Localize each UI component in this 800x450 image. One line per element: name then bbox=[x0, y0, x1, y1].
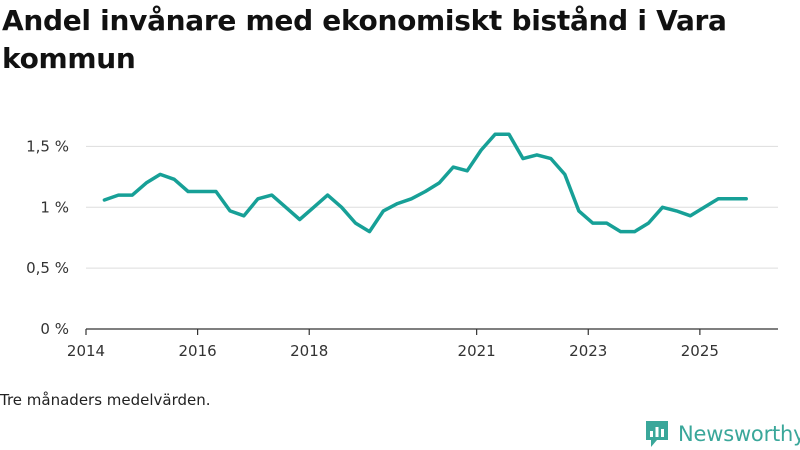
data-point bbox=[172, 177, 176, 181]
data-point bbox=[423, 189, 427, 193]
y-tick-label: 1 % bbox=[40, 198, 69, 216]
data-point bbox=[647, 221, 651, 225]
data-point bbox=[395, 202, 399, 206]
data-point bbox=[744, 197, 748, 201]
data-point bbox=[228, 209, 232, 213]
data-point bbox=[367, 230, 371, 234]
data-point bbox=[521, 157, 525, 161]
x-tick-label: 2014 bbox=[67, 342, 105, 360]
data-point bbox=[144, 181, 148, 185]
data-point bbox=[186, 189, 190, 193]
data-point bbox=[549, 157, 553, 161]
data-point bbox=[563, 172, 567, 176]
data-point bbox=[102, 198, 106, 202]
data-point bbox=[130, 193, 134, 197]
data-point bbox=[409, 197, 413, 201]
data-point bbox=[591, 221, 595, 225]
data-point bbox=[465, 169, 469, 173]
x-axis-ticks: 2014 2016 2018 2021 2023 2025 bbox=[67, 329, 719, 360]
x-tick-label: 2025 bbox=[681, 342, 719, 360]
grid-lines bbox=[86, 145, 778, 269]
data-point bbox=[242, 214, 246, 218]
x-tick-label: 2018 bbox=[290, 342, 328, 360]
data-point bbox=[200, 189, 204, 193]
series-layer bbox=[102, 132, 748, 234]
data-point bbox=[256, 197, 260, 201]
data-point bbox=[535, 153, 539, 157]
footnote: Tre månaders medelvärden. bbox=[0, 391, 211, 409]
data-point bbox=[716, 197, 720, 201]
y-tick-label: 0 % bbox=[40, 320, 69, 338]
data-point bbox=[702, 205, 706, 209]
data-point bbox=[437, 181, 441, 185]
y-axis-ticks: 0 % 0,5 % 1 % 1,5 % bbox=[26, 137, 69, 338]
data-point bbox=[660, 205, 664, 209]
data-point bbox=[674, 209, 678, 213]
data-point bbox=[451, 165, 455, 169]
x-tick-label: 2016 bbox=[179, 342, 217, 360]
data-point bbox=[507, 132, 511, 136]
data-point bbox=[284, 205, 288, 209]
data-point bbox=[633, 230, 637, 234]
data-point bbox=[493, 132, 497, 136]
data-point bbox=[730, 197, 734, 201]
series-line-0 bbox=[102, 132, 748, 234]
data-point bbox=[312, 205, 316, 209]
chart-title: Andel invånare med ekonomiskt bistånd i … bbox=[2, 4, 727, 75]
brand-logo[interactable]: Newsworthy bbox=[644, 419, 800, 449]
newsworthy-logo-icon bbox=[646, 421, 668, 447]
data-point bbox=[340, 205, 344, 209]
data-point bbox=[688, 214, 692, 218]
data-point bbox=[270, 193, 274, 197]
data-point bbox=[214, 189, 218, 193]
data-point bbox=[326, 193, 330, 197]
data-point bbox=[158, 172, 162, 176]
data-point bbox=[577, 209, 581, 213]
data-point bbox=[381, 209, 385, 213]
data-point bbox=[619, 230, 623, 234]
data-point bbox=[605, 221, 609, 225]
y-tick-label: 1,5 % bbox=[26, 137, 69, 155]
brand-name: Newsworthy bbox=[678, 422, 800, 446]
data-point bbox=[298, 217, 302, 221]
y-tick-label: 0,5 % bbox=[26, 259, 69, 277]
data-point bbox=[116, 193, 120, 197]
x-tick-label: 2023 bbox=[569, 342, 607, 360]
data-point bbox=[354, 221, 358, 225]
data-point bbox=[479, 148, 483, 152]
x-tick-label: 2021 bbox=[458, 342, 496, 360]
